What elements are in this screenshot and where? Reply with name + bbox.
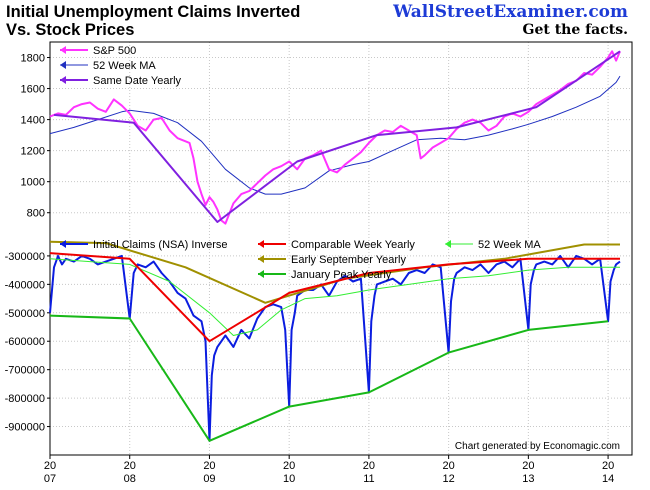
title-line-2: Vs. Stock Prices (6, 21, 135, 39)
legend-same-date-label: Same Date Yearly (93, 75, 182, 87)
legend-january-peak-label: January Peak Yearly (291, 269, 392, 281)
series-line-s-p-500 (49, 50, 621, 225)
series-line-january-peak-yearly (49, 314, 609, 442)
y-tick-label-bottom: -900000 (5, 422, 45, 434)
title-line-1: Initial Unemployment Claims Inverted (6, 3, 301, 21)
x-tick-label-bottom: 09 (203, 473, 215, 485)
y-tick-label-bottom: -300000 (5, 251, 45, 263)
y-tick-label-top: 1600 (21, 84, 45, 96)
x-tick-label-top: 20 (522, 460, 534, 472)
legend-early-september-marker (258, 255, 264, 263)
legend-same-date-marker (60, 76, 66, 84)
x-tick-label-top: 20 (602, 460, 614, 472)
series-line-52-week-ma (49, 258, 620, 336)
y-tick-label-top: 1200 (21, 146, 45, 158)
x-tick-label-bottom: 11 (363, 473, 374, 485)
x-tick-label-bottom: 12 (443, 473, 455, 485)
legend-52wk-ma-top-marker (60, 61, 66, 69)
y-tick-label-bottom: -400000 (5, 279, 45, 291)
legend-january-peak-marker (258, 270, 264, 278)
x-tick-label-bottom: 08 (124, 473, 136, 485)
bottom-panel-series (49, 240, 621, 442)
y-tick-labels: 800 1000 1200 1400 1600 1800 -300000 -400000 -50… (5, 53, 50, 434)
y-tick-label-bottom: -500000 (5, 308, 45, 320)
legend-top: S&P 500 52 Week MA Same Date Yearly (60, 45, 182, 87)
plot-frame (49, 41, 633, 456)
legend-52wk-ma-top-label: 52 Week MA (93, 60, 156, 72)
legend-bottom: Initial Claims (NSA) Inverse Comparable W… (60, 239, 541, 281)
chart-credit: Chart generated by Economagic.com (455, 441, 620, 452)
series-line-same-date-yearly (53, 50, 621, 223)
legend-comparable-week-label: Comparable Week Yearly (291, 239, 415, 251)
x-tick-label-top: 20 (44, 460, 56, 472)
x-tick-label-top: 20 (283, 460, 295, 472)
x-tick-label-bottom: 10 (283, 473, 295, 485)
legend-comparable-week-marker (258, 240, 264, 248)
y-tick-label-top: 1800 (21, 53, 45, 65)
y-tick-label-top: 800 (27, 208, 45, 220)
legend-initial-claims-label: Initial Claims (NSA) Inverse (93, 239, 227, 251)
y-tick-label-top: 1400 (21, 115, 45, 127)
x-tick-label-top: 20 (203, 460, 215, 472)
tagline: Get the facts. (522, 22, 628, 38)
x-tick-label-top: 20 (124, 460, 136, 472)
legend-early-september-label: Early September Yearly (291, 254, 406, 266)
y-tick-label-bottom: -600000 (5, 336, 45, 348)
grid (49, 42, 632, 455)
x-tick-label-bottom: 07 (44, 473, 56, 485)
brand-logo: WallStreetExaminer.com (393, 2, 628, 22)
x-tick-label-bottom: 14 (602, 473, 614, 485)
x-tick-label-top: 20 (443, 460, 455, 472)
chart-title: Initial Unemployment Claims Inverted Vs.… (6, 3, 300, 39)
y-tick-label-top: 1000 (21, 177, 45, 189)
legend-52wk-ma-bottom-label: 52 Week MA (478, 239, 541, 251)
series-line-52-week-ma (49, 75, 621, 195)
legend-52wk-ma-bottom-marker (445, 240, 451, 248)
series-line-comparable-week-yearly (49, 252, 620, 343)
legend-sp500-marker (60, 46, 66, 54)
x-tick-label-bottom: 13 (522, 473, 534, 485)
x-tick-label-top: 20 (363, 460, 375, 472)
legend-sp500-label: S&P 500 (93, 45, 136, 57)
y-tick-label-bottom: -700000 (5, 365, 45, 377)
y-tick-label-bottom: -800000 (5, 393, 45, 405)
legend-initial-claims-marker (60, 240, 66, 248)
top-panel-series (49, 50, 621, 225)
series-line-initial-claims-nsa-inverse (49, 254, 621, 442)
